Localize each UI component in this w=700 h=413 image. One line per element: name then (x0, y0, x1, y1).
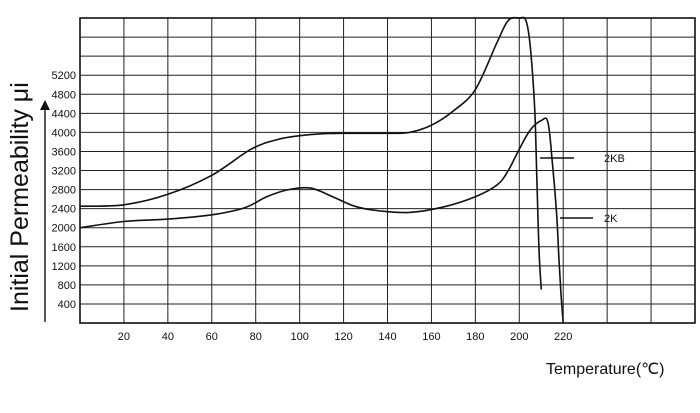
y-tick-label: 4400 (52, 108, 76, 120)
grid-lines (79, 17, 696, 324)
x-tick-label: 40 (162, 331, 174, 343)
x-tick-label: 100 (290, 331, 308, 343)
y-axis-arrow (40, 100, 50, 322)
x-tick-label: 220 (554, 331, 572, 343)
y-axis-arrow-head (40, 100, 50, 110)
x-tick-label: 120 (334, 331, 352, 343)
x-tick-label: 60 (206, 331, 218, 343)
y-tick-label: 4000 (52, 127, 76, 139)
y-tick-label: 800 (58, 280, 76, 292)
x-tick-label: 20 (118, 331, 130, 343)
y-tick-label: 2800 (52, 185, 76, 197)
y-tick-label: 1600 (52, 242, 76, 254)
series-line-2k (79, 117, 564, 324)
y-tick-label: 3600 (52, 146, 76, 158)
x-tick-labels: 20 40 60 80 100 120 140 160 180 200 220 (118, 331, 573, 343)
y-tick-label: 2000 (52, 223, 76, 235)
series-labels: 2KB 2K (540, 153, 625, 225)
y-tick-label: 3200 (52, 166, 76, 178)
plot-border (79, 17, 696, 324)
x-tick-label: 160 (422, 331, 440, 343)
y-axis-title: Initial Permeability μi (6, 82, 34, 312)
y-tick-label: 2400 (52, 204, 76, 216)
series-label-2kb: 2KB (604, 153, 625, 165)
series-line-2kb (79, 16, 543, 290)
x-tick-label: 80 (250, 331, 262, 343)
series-label-2k: 2K (604, 213, 618, 225)
x-tick-label: 140 (378, 331, 396, 343)
x-tick-label: 200 (510, 331, 528, 343)
y-tick-label: 5200 (52, 70, 76, 82)
y-tick-labels: 400 800 1200 1600 2000 2400 2800 3200 3600 4000 44… (52, 70, 76, 311)
y-tick-label: 400 (58, 299, 76, 311)
series-lines (79, 16, 564, 324)
y-tick-label: 4800 (52, 89, 76, 101)
x-tick-label: 180 (466, 331, 484, 343)
plot-frame (79, 17, 696, 324)
x-axis-title: Temperature(℃) (546, 361, 664, 378)
y-tick-label: 1200 (52, 261, 76, 273)
